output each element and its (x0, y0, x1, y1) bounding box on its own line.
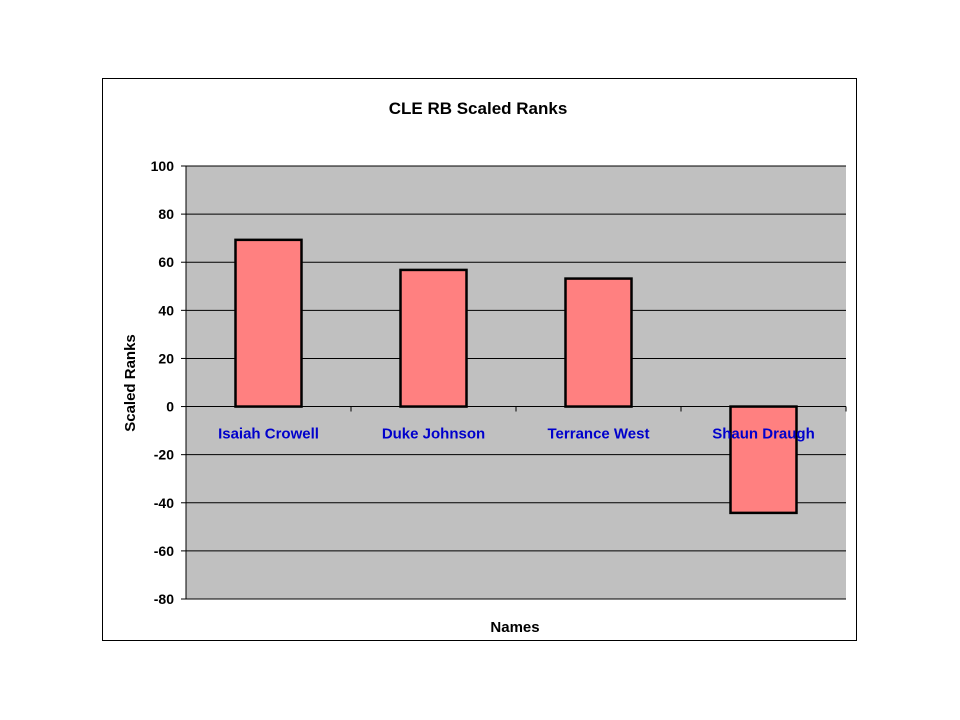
y-tick-label: -80 (154, 591, 174, 607)
y-tick-label: 0 (166, 399, 174, 415)
bar-duke-johnson (399, 268, 468, 408)
x-category-label: Terrance West (548, 426, 650, 443)
y-tick-label: -20 (154, 447, 174, 463)
bar-shaun-draugh (729, 405, 798, 515)
chart-title: CLE RB Scaled Ranks (389, 99, 568, 118)
y-tick-label: 100 (151, 158, 175, 174)
y-tick-label: 60 (158, 254, 174, 270)
x-category-label: Duke Johnson (382, 426, 485, 443)
x-category-label: Shaun Draugh (712, 426, 815, 443)
bar-terrance-west (564, 277, 633, 408)
x-axis-label: Names (490, 619, 539, 636)
y-axis-label: Scaled Ranks (122, 334, 139, 432)
bar-isaiah-crowell (234, 238, 303, 408)
x-category-label: Isaiah Crowell (218, 426, 319, 443)
y-tick-label: 40 (158, 302, 174, 318)
y-tick-label: 20 (158, 350, 174, 366)
y-tick-label: -40 (154, 495, 174, 511)
y-tick-label: 80 (158, 206, 174, 222)
y-tick-label: -60 (154, 543, 174, 559)
